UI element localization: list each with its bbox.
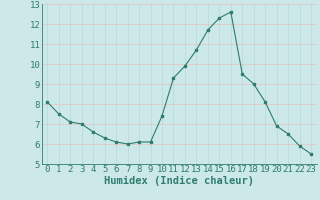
X-axis label: Humidex (Indice chaleur): Humidex (Indice chaleur)	[104, 176, 254, 186]
